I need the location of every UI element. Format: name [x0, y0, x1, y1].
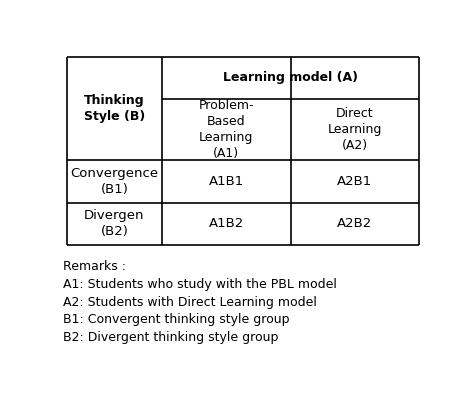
Text: B1: Convergent thinking style group: B1: Convergent thinking style group: [63, 313, 290, 326]
Text: Direct
Learning
(A2): Direct Learning (A2): [328, 107, 382, 152]
Text: A2B1: A2B1: [337, 175, 373, 188]
Text: Convergence
(B1): Convergence (B1): [70, 167, 158, 196]
Text: Learning model (A): Learning model (A): [223, 71, 358, 84]
Text: B2: Divergent thinking style group: B2: Divergent thinking style group: [63, 331, 278, 344]
Text: A1: Students who study with the PBL model: A1: Students who study with the PBL mode…: [63, 278, 337, 291]
Text: Divergen
(B2): Divergen (B2): [84, 209, 145, 238]
Text: A2: Students with Direct Learning model: A2: Students with Direct Learning model: [63, 295, 317, 308]
Text: A1B1: A1B1: [209, 175, 244, 188]
Text: A2B2: A2B2: [337, 217, 373, 230]
Text: A1B2: A1B2: [209, 217, 244, 230]
Text: Remarks :: Remarks :: [63, 260, 126, 273]
Text: Thinking
Style (B): Thinking Style (B): [84, 94, 145, 123]
Text: Problem-
Based
Learning
(A1): Problem- Based Learning (A1): [199, 99, 254, 160]
